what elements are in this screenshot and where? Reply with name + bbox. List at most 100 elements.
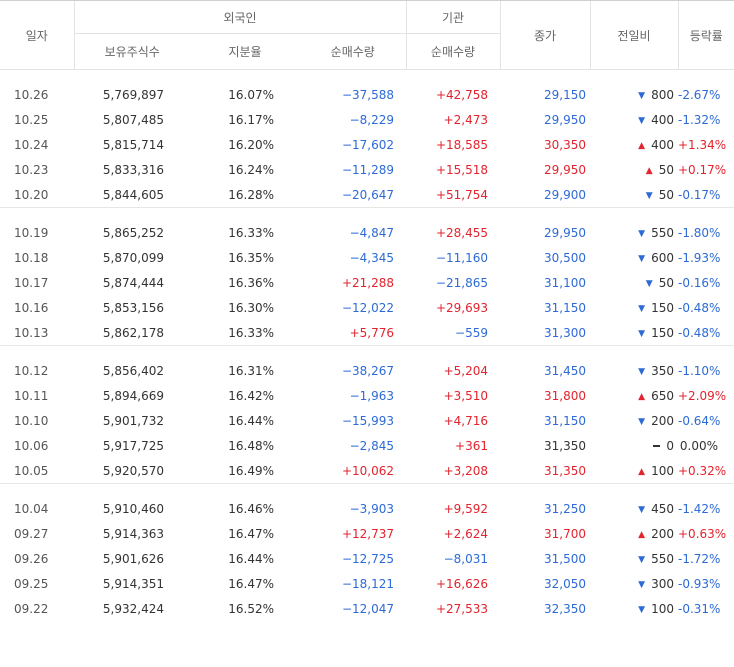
- foreign-net-cell: +5,776: [349, 325, 394, 340]
- ratio-cell: 16.47%: [228, 576, 274, 591]
- table-row: 09.22 5,932,424 16.52% −12,047 +27,533 32,350…: [0, 596, 734, 621]
- holdings-cell: 5,932,424: [102, 601, 164, 616]
- change-cell: ▼ 50: [590, 182, 678, 208]
- holdings-cell: 5,874,444: [102, 275, 164, 290]
- divider-cell: [0, 70, 734, 83]
- foreign-net-cell: −17,602: [341, 137, 394, 152]
- institution-net-cell: +51,754: [435, 187, 488, 202]
- triangle-down-icon: ▼: [638, 366, 646, 377]
- group-divider: [0, 207, 734, 220]
- ratio-cell: 16.20%: [228, 137, 274, 152]
- header-holdings: 보유주식수: [73, 33, 190, 70]
- divider-cell: [0, 483, 734, 496]
- foreign-net-cell: −18,121: [341, 576, 394, 591]
- header-foreign-net: 순매수량: [300, 33, 406, 70]
- header-close: 종가: [499, 0, 590, 70]
- table-top-gap: [0, 70, 734, 83]
- rate-cell: -0.48%: [678, 300, 721, 315]
- rate-cell: +0.17%: [678, 162, 727, 177]
- header-inst-net: 순매수량: [405, 33, 500, 70]
- table-row: 10.17 5,874,444 16.36% +21,288 −21,865 31,100…: [0, 270, 734, 295]
- triangle-up-icon: ▲: [638, 466, 646, 477]
- foreign-net-cell: −20,647: [341, 187, 394, 202]
- ratio-cell: 16.31%: [228, 363, 274, 378]
- table-row: 10.18 5,870,099 16.35% −4,345 −11,160 30,500 ▼…: [0, 245, 734, 270]
- group-divider: [0, 345, 734, 358]
- institution-net-cell: +42,758: [435, 87, 488, 102]
- institution-net-cell: +9,592: [443, 501, 488, 516]
- rate-cell: 0.00%: [679, 438, 718, 453]
- date-cell: 10.06: [14, 438, 49, 453]
- institution-net-cell: +4,716: [443, 413, 488, 428]
- institution-net-cell: +18,585: [435, 137, 488, 152]
- header-institution: 기관: [405, 0, 500, 34]
- institution-net-cell: +28,455: [435, 225, 488, 240]
- close-price-cell: 29,900: [544, 187, 586, 202]
- foreign-net-cell: −2,845: [349, 438, 394, 453]
- header-date: 일자: [0, 0, 74, 70]
- ratio-cell: 16.17%: [228, 112, 274, 127]
- change-cell: ▼ 800: [590, 82, 678, 107]
- table-row: 10.26 5,769,897 16.07% −37,588 +42,758 29,150…: [0, 82, 734, 107]
- holdings-cell: 5,853,156: [102, 300, 164, 315]
- holdings-cell: 5,901,732: [102, 413, 164, 428]
- change-value: 650: [651, 388, 674, 403]
- date-cell: 10.12: [14, 363, 49, 378]
- foreign-net-cell: −12,022: [341, 300, 394, 315]
- divider-cell: [0, 345, 734, 358]
- header-ratio: 지분율: [190, 33, 300, 70]
- change-cell: ▲ 100: [590, 458, 678, 484]
- change-value: 550: [651, 225, 674, 240]
- foreign-net-cell: −3,903: [349, 501, 394, 516]
- rate-cell: +0.63%: [678, 526, 727, 541]
- close-price-cell: 29,950: [544, 112, 586, 127]
- rate-cell: -1.80%: [678, 225, 721, 240]
- close-price-cell: 32,050: [544, 576, 586, 591]
- close-price-cell: 30,500: [544, 250, 586, 265]
- close-price-cell: 29,950: [544, 162, 586, 177]
- close-price-cell: 31,800: [544, 388, 586, 403]
- change-cell: ▲ 200: [590, 521, 678, 546]
- change-value: 200: [651, 526, 674, 541]
- ratio-cell: 16.49%: [228, 463, 274, 478]
- date-cell: 10.13: [14, 325, 49, 340]
- ratio-cell: 16.36%: [228, 275, 274, 290]
- triangle-down-icon: ▼: [645, 278, 653, 289]
- holdings-cell: 5,910,460: [102, 501, 164, 516]
- change-value: 600: [651, 250, 674, 265]
- date-cell: 10.11: [14, 388, 49, 403]
- divider-cell: [0, 207, 734, 220]
- close-price-cell: 31,300: [544, 325, 586, 340]
- table-row: 09.26 5,901,626 16.44% −12,725 −8,031 31,500 ▼…: [0, 546, 734, 571]
- header-rate: 등락률: [677, 0, 734, 70]
- table-row: 10.04 5,910,460 16.46% −3,903 +9,592 31,250 ▼ 4…: [0, 496, 734, 521]
- holdings-cell: 5,807,485: [102, 112, 164, 127]
- foreign-net-cell: −4,345: [349, 250, 394, 265]
- header-diff: 전일비: [589, 0, 678, 70]
- change-cell: ▼ 200: [590, 408, 678, 433]
- date-cell: 10.18: [14, 250, 49, 265]
- change-cell: ▲ 650: [590, 383, 678, 408]
- change-value: 150: [651, 300, 674, 315]
- holdings-cell: 5,901,626: [102, 551, 164, 566]
- table-row: 10.19 5,865,252 16.33% −4,847 +28,455 29,950 ▼…: [0, 220, 734, 245]
- change-value: 200: [651, 413, 674, 428]
- change-value: 50: [658, 275, 674, 290]
- date-cell: 10.25: [14, 112, 49, 127]
- close-price-cell: 29,950: [544, 225, 586, 240]
- ratio-cell: 16.30%: [228, 300, 274, 315]
- close-price-cell: 31,350: [544, 438, 586, 453]
- close-price-cell: 31,700: [544, 526, 586, 541]
- close-price-cell: 31,350: [544, 463, 586, 478]
- rate-cell: -0.64%: [678, 413, 721, 428]
- table-row: 10.25 5,807,485 16.17% −8,229 +2,473 29,950 ▼ 4…: [0, 107, 734, 132]
- rate-cell: -0.31%: [678, 601, 721, 616]
- foreign-net-cell: −37,588: [341, 87, 394, 102]
- institution-net-cell: +3,510: [443, 388, 488, 403]
- date-cell: 10.04: [14, 501, 49, 516]
- institution-net-cell: +5,204: [443, 363, 488, 378]
- institution-net-cell: −21,865: [435, 275, 488, 290]
- date-cell: 09.25: [14, 576, 49, 591]
- change-cell: ▼ 150: [590, 295, 678, 320]
- holdings-cell: 5,914,351: [102, 576, 164, 591]
